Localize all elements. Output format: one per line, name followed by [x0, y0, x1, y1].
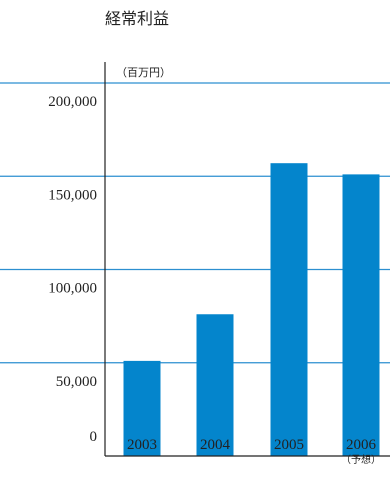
x-tick-label: 2005 — [274, 437, 304, 453]
gridlines — [0, 82, 390, 364]
y-tick-label: 100,000 — [48, 281, 97, 297]
x-tick-note: （予想） — [341, 453, 381, 466]
bar — [270, 163, 308, 456]
unit-label: （百万円） — [116, 66, 171, 79]
bars — [123, 163, 380, 456]
y-tick-label: 150,000 — [48, 187, 97, 203]
y-tick-label: 50,000 — [56, 374, 97, 390]
bar — [342, 174, 380, 456]
bar — [123, 360, 161, 456]
y-tick-label: 0 — [90, 429, 98, 445]
x-tick-label: 2003 — [127, 437, 157, 453]
y-axis-ticks: 0 50,000 100,000 150,000 200,000 — [48, 94, 97, 445]
y-tick-label: 200,000 — [48, 94, 97, 110]
bar — [196, 314, 234, 456]
x-tick-label: 2006 — [346, 437, 377, 453]
chart-title: 経常利益 — [105, 9, 169, 28]
x-tick-label: 2004 — [200, 437, 231, 453]
